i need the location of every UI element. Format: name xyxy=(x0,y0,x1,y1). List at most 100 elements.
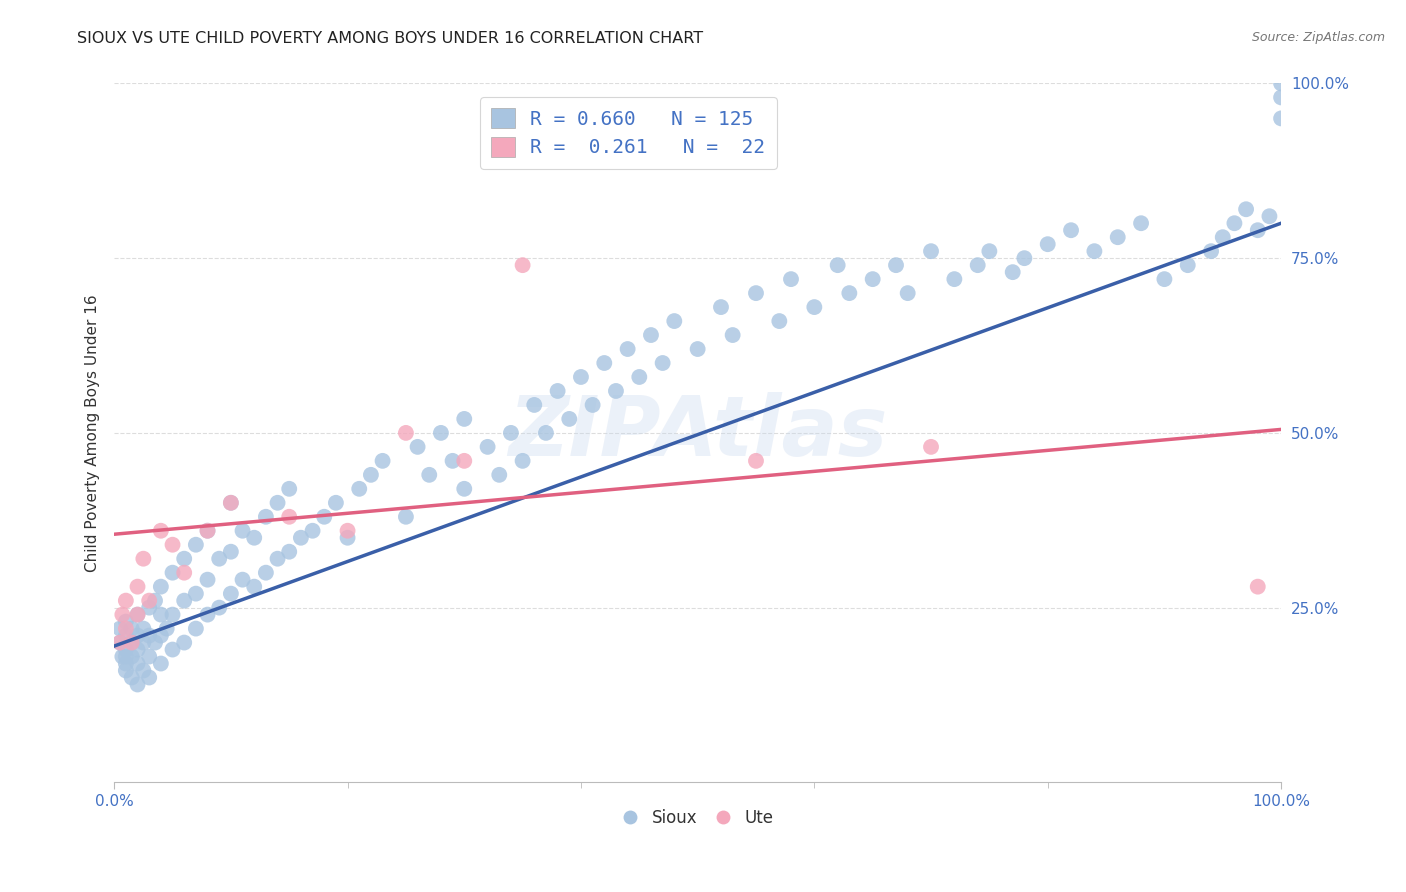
Point xyxy=(1212,230,1234,244)
Point xyxy=(1247,223,1270,237)
Point xyxy=(897,286,920,301)
Point xyxy=(920,244,942,259)
Point xyxy=(138,629,160,643)
Point xyxy=(371,454,394,468)
Text: Source: ZipAtlas.com: Source: ZipAtlas.com xyxy=(1251,31,1385,45)
Point xyxy=(325,496,347,510)
Point xyxy=(1130,216,1153,230)
Point xyxy=(208,551,231,566)
Point xyxy=(132,664,155,678)
Point xyxy=(651,356,673,370)
Point xyxy=(593,356,616,370)
Point xyxy=(453,454,475,468)
Point xyxy=(162,566,184,580)
Point xyxy=(488,467,510,482)
Point xyxy=(127,629,149,643)
Point xyxy=(1060,223,1083,237)
Point xyxy=(184,622,207,636)
Point xyxy=(197,524,219,538)
Point xyxy=(1153,272,1175,286)
Point xyxy=(314,509,336,524)
Legend: Sioux, Ute: Sioux, Ute xyxy=(616,802,780,833)
Point xyxy=(1199,244,1222,259)
Point xyxy=(149,580,172,594)
Point xyxy=(640,328,662,343)
Point xyxy=(512,454,534,468)
Point xyxy=(721,328,744,343)
Point xyxy=(1001,265,1024,279)
Point xyxy=(115,649,138,664)
Point xyxy=(138,649,160,664)
Point xyxy=(1223,216,1246,230)
Point xyxy=(686,342,709,356)
Point xyxy=(745,454,768,468)
Point xyxy=(108,622,131,636)
Point xyxy=(349,482,371,496)
Point xyxy=(149,657,172,671)
Point xyxy=(1270,90,1292,104)
Point xyxy=(441,454,464,468)
Point xyxy=(243,580,266,594)
Point xyxy=(979,244,1001,259)
Point xyxy=(197,573,219,587)
Point xyxy=(115,642,138,657)
Point xyxy=(862,272,884,286)
Point xyxy=(111,649,134,664)
Point xyxy=(1258,209,1281,223)
Point xyxy=(558,412,581,426)
Point xyxy=(360,467,382,482)
Point xyxy=(162,642,184,657)
Point xyxy=(127,580,149,594)
Text: SIOUX VS UTE CHILD POVERTY AMONG BOYS UNDER 16 CORRELATION CHART: SIOUX VS UTE CHILD POVERTY AMONG BOYS UN… xyxy=(77,31,703,46)
Point xyxy=(278,509,301,524)
Point xyxy=(149,607,172,622)
Point xyxy=(173,566,195,580)
Point xyxy=(605,384,627,398)
Point xyxy=(219,587,242,601)
Point xyxy=(278,482,301,496)
Point xyxy=(430,425,453,440)
Point xyxy=(1014,251,1036,265)
Point xyxy=(127,677,149,691)
Point xyxy=(966,258,988,272)
Point xyxy=(336,524,359,538)
Point xyxy=(243,531,266,545)
Point xyxy=(943,272,966,286)
Point xyxy=(108,635,131,649)
Point xyxy=(418,467,440,482)
Point xyxy=(156,622,179,636)
Point xyxy=(1177,258,1199,272)
Point xyxy=(406,440,429,454)
Point xyxy=(162,607,184,622)
Point xyxy=(111,607,134,622)
Point xyxy=(534,425,557,440)
Point xyxy=(616,342,638,356)
Point xyxy=(115,593,138,607)
Point xyxy=(395,509,418,524)
Point xyxy=(121,649,143,664)
Point xyxy=(710,300,733,314)
Point xyxy=(149,524,172,538)
Point xyxy=(569,370,592,384)
Point xyxy=(453,482,475,496)
Point xyxy=(1083,244,1105,259)
Point xyxy=(547,384,569,398)
Point xyxy=(197,607,219,622)
Point xyxy=(1270,112,1292,126)
Point xyxy=(278,545,301,559)
Y-axis label: Child Poverty Among Boys Under 16: Child Poverty Among Boys Under 16 xyxy=(86,294,100,572)
Point xyxy=(512,258,534,272)
Point xyxy=(266,551,288,566)
Point xyxy=(290,531,312,545)
Point xyxy=(162,538,184,552)
Point xyxy=(254,509,277,524)
Point xyxy=(208,600,231,615)
Point xyxy=(523,398,546,412)
Point xyxy=(138,593,160,607)
Point xyxy=(115,629,138,643)
Point xyxy=(266,496,288,510)
Point xyxy=(132,551,155,566)
Point xyxy=(121,671,143,685)
Point xyxy=(477,440,499,454)
Point xyxy=(173,551,195,566)
